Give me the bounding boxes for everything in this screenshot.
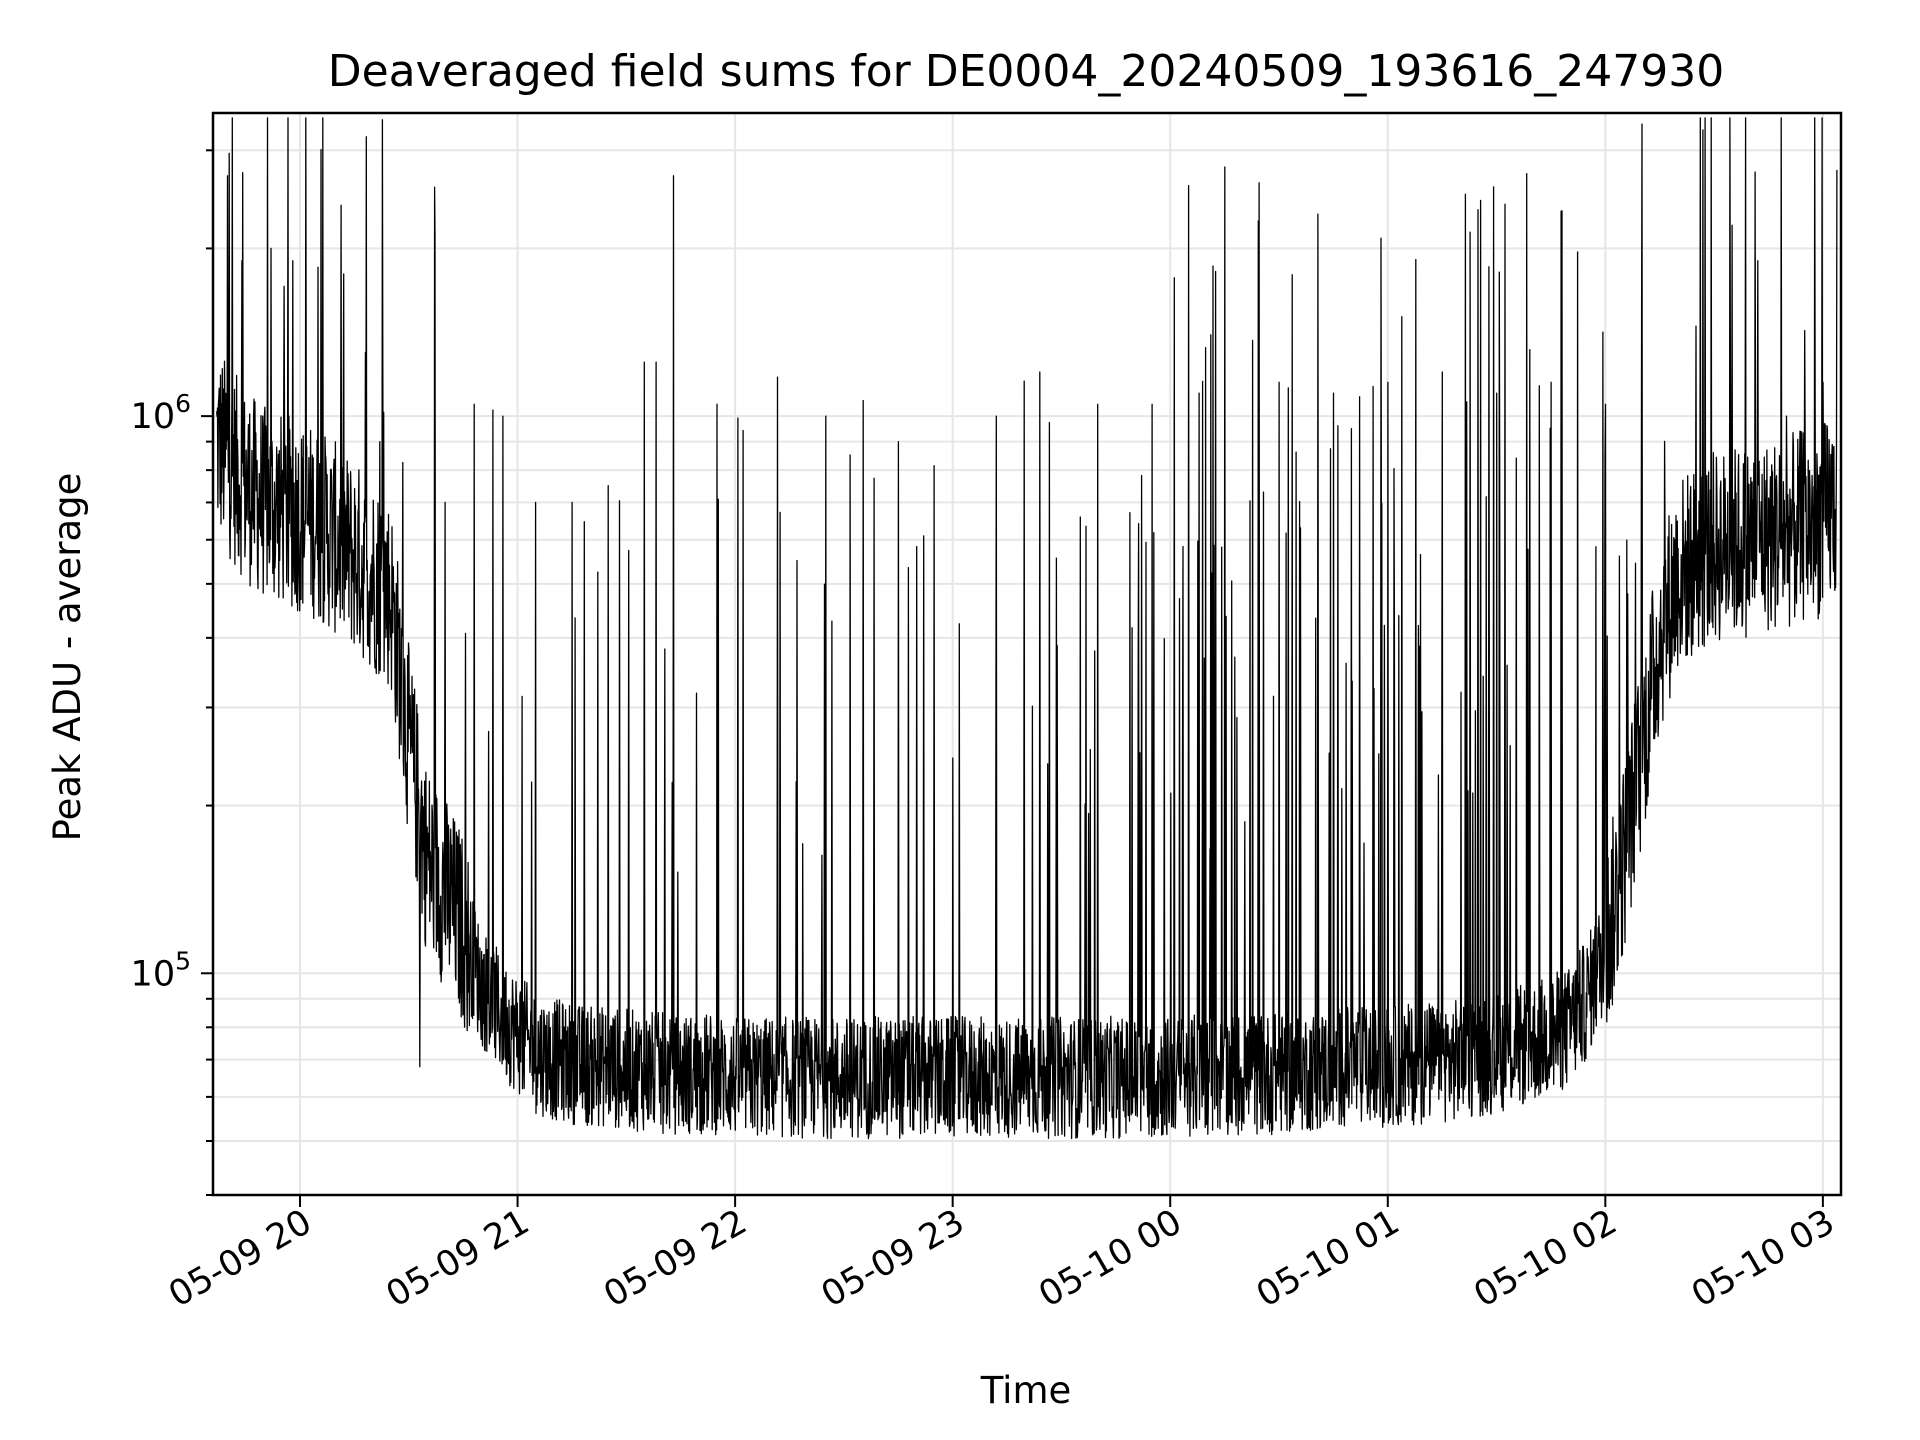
x-tick-label: 05-10 00 [1032, 1202, 1188, 1315]
x-tick-label: 05-09 21 [380, 1202, 536, 1315]
x-tick-label: 05-10 02 [1468, 1202, 1624, 1315]
x-tick-label: 05-10 01 [1250, 1202, 1406, 1315]
x-axis-label: Time [980, 1369, 1072, 1412]
chart-title: Deaveraged field sums for DE0004_2024050… [328, 46, 1725, 97]
x-tick-label: 05-09 23 [815, 1202, 971, 1315]
y-tick-label: 105 [131, 946, 191, 994]
x-tick-label: 05-09 20 [162, 1202, 318, 1315]
plot-frame [211, 111, 1843, 1197]
x-tick-label: 05-10 03 [1685, 1202, 1841, 1315]
y-tick-label: 106 [131, 389, 191, 437]
x-tick-label: 05-09 22 [597, 1202, 753, 1315]
series-line [215, 117, 1838, 1140]
grid-lines [213, 113, 1841, 1196]
y-axis-label: Peak ADU - average [46, 473, 89, 842]
